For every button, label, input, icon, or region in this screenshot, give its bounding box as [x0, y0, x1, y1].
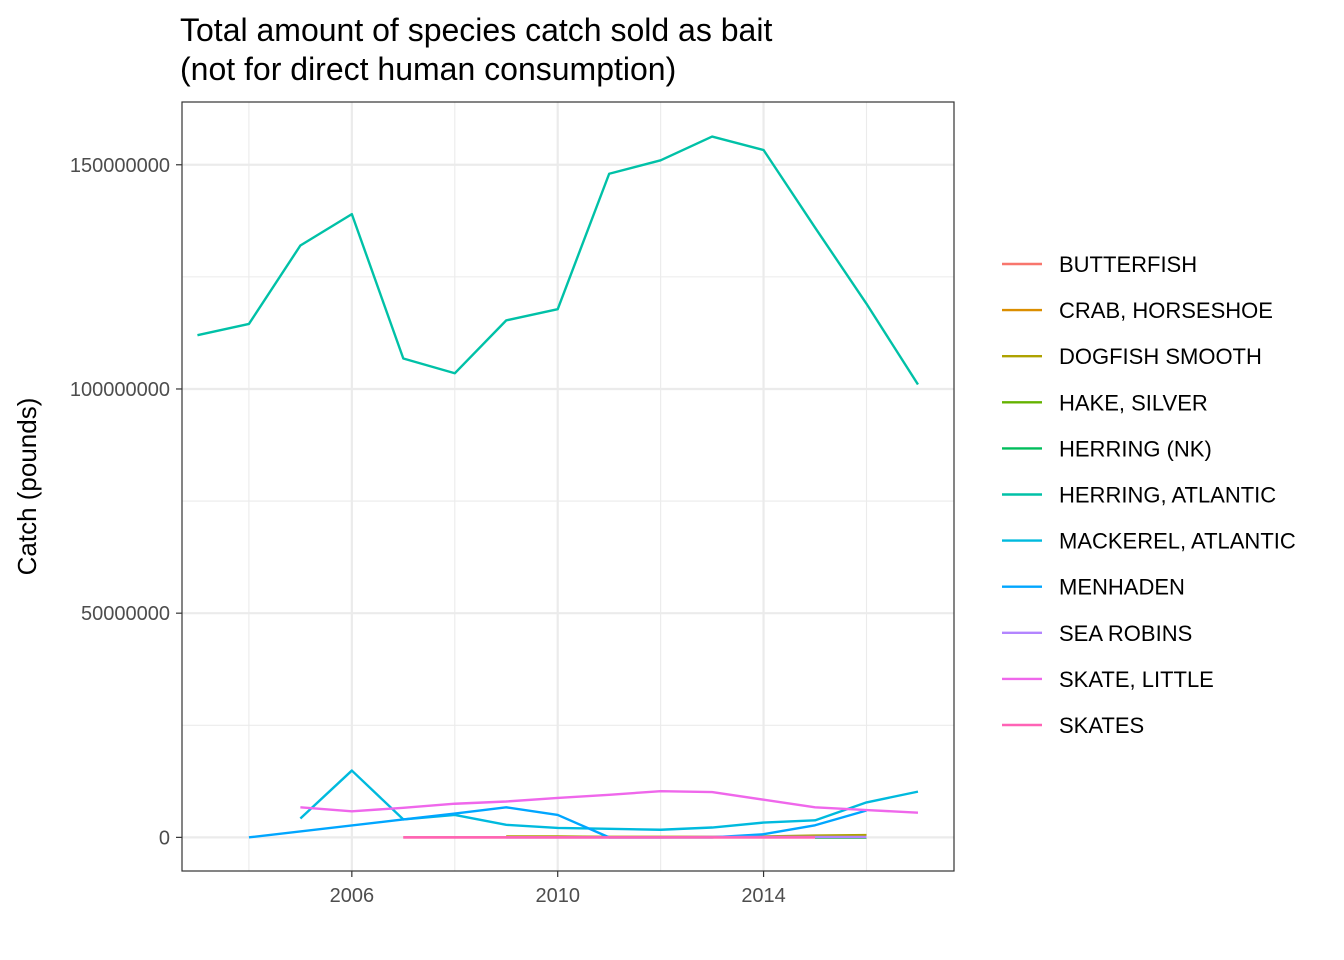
- series-line-skate-little: [300, 789, 919, 814]
- legend-label: HAKE, SILVER: [1059, 390, 1208, 415]
- y-axis-title: Catch (pounds): [12, 398, 42, 576]
- legend-label: CRAB, HORSESHOE: [1059, 298, 1273, 323]
- legend-label: SKATE, LITTLE: [1059, 667, 1214, 692]
- plot-border: [181, 101, 955, 872]
- legend-label: SEA ROBINS: [1059, 621, 1192, 646]
- plot-panel: [182, 102, 954, 871]
- series-lines: [197, 135, 919, 839]
- legend-label: MACKEREL, ATLANTIC: [1059, 529, 1296, 554]
- y-tick-label: 100000000: [70, 379, 170, 401]
- chart-title-line-2: (not for direct human consumption): [180, 51, 676, 87]
- legend-label: MENHADEN: [1059, 575, 1185, 600]
- grid-lines: [182, 102, 954, 871]
- legend-label: SKATES: [1059, 713, 1144, 738]
- y-tick-label: 0: [159, 827, 170, 849]
- x-tick-label: 2006: [330, 885, 375, 907]
- y-tick-label: 50000000: [81, 603, 170, 625]
- axes: 0 50000000 100000000 150000000 2006 2010 2014: [70, 155, 786, 907]
- legend-label: DOGFISH SMOOTH: [1059, 344, 1262, 369]
- y-tick-label: 150000000: [70, 155, 170, 177]
- x-tick-label: 2014: [741, 885, 786, 907]
- chart-title-line-1: Total amount of species catch sold as ba…: [180, 12, 772, 48]
- legend-label: BUTTERFISH: [1059, 252, 1197, 277]
- legend: BUTTERFISH CRAB, HORSESHOE DOGFISH SMOOTH H…: [1002, 252, 1296, 738]
- series-line-herring-atlantic: [197, 135, 919, 386]
- legend-label: HERRING (NK): [1059, 436, 1212, 461]
- x-tick-label: 2010: [535, 885, 580, 907]
- legend-label: HERRING, ATLANTIC: [1059, 483, 1276, 508]
